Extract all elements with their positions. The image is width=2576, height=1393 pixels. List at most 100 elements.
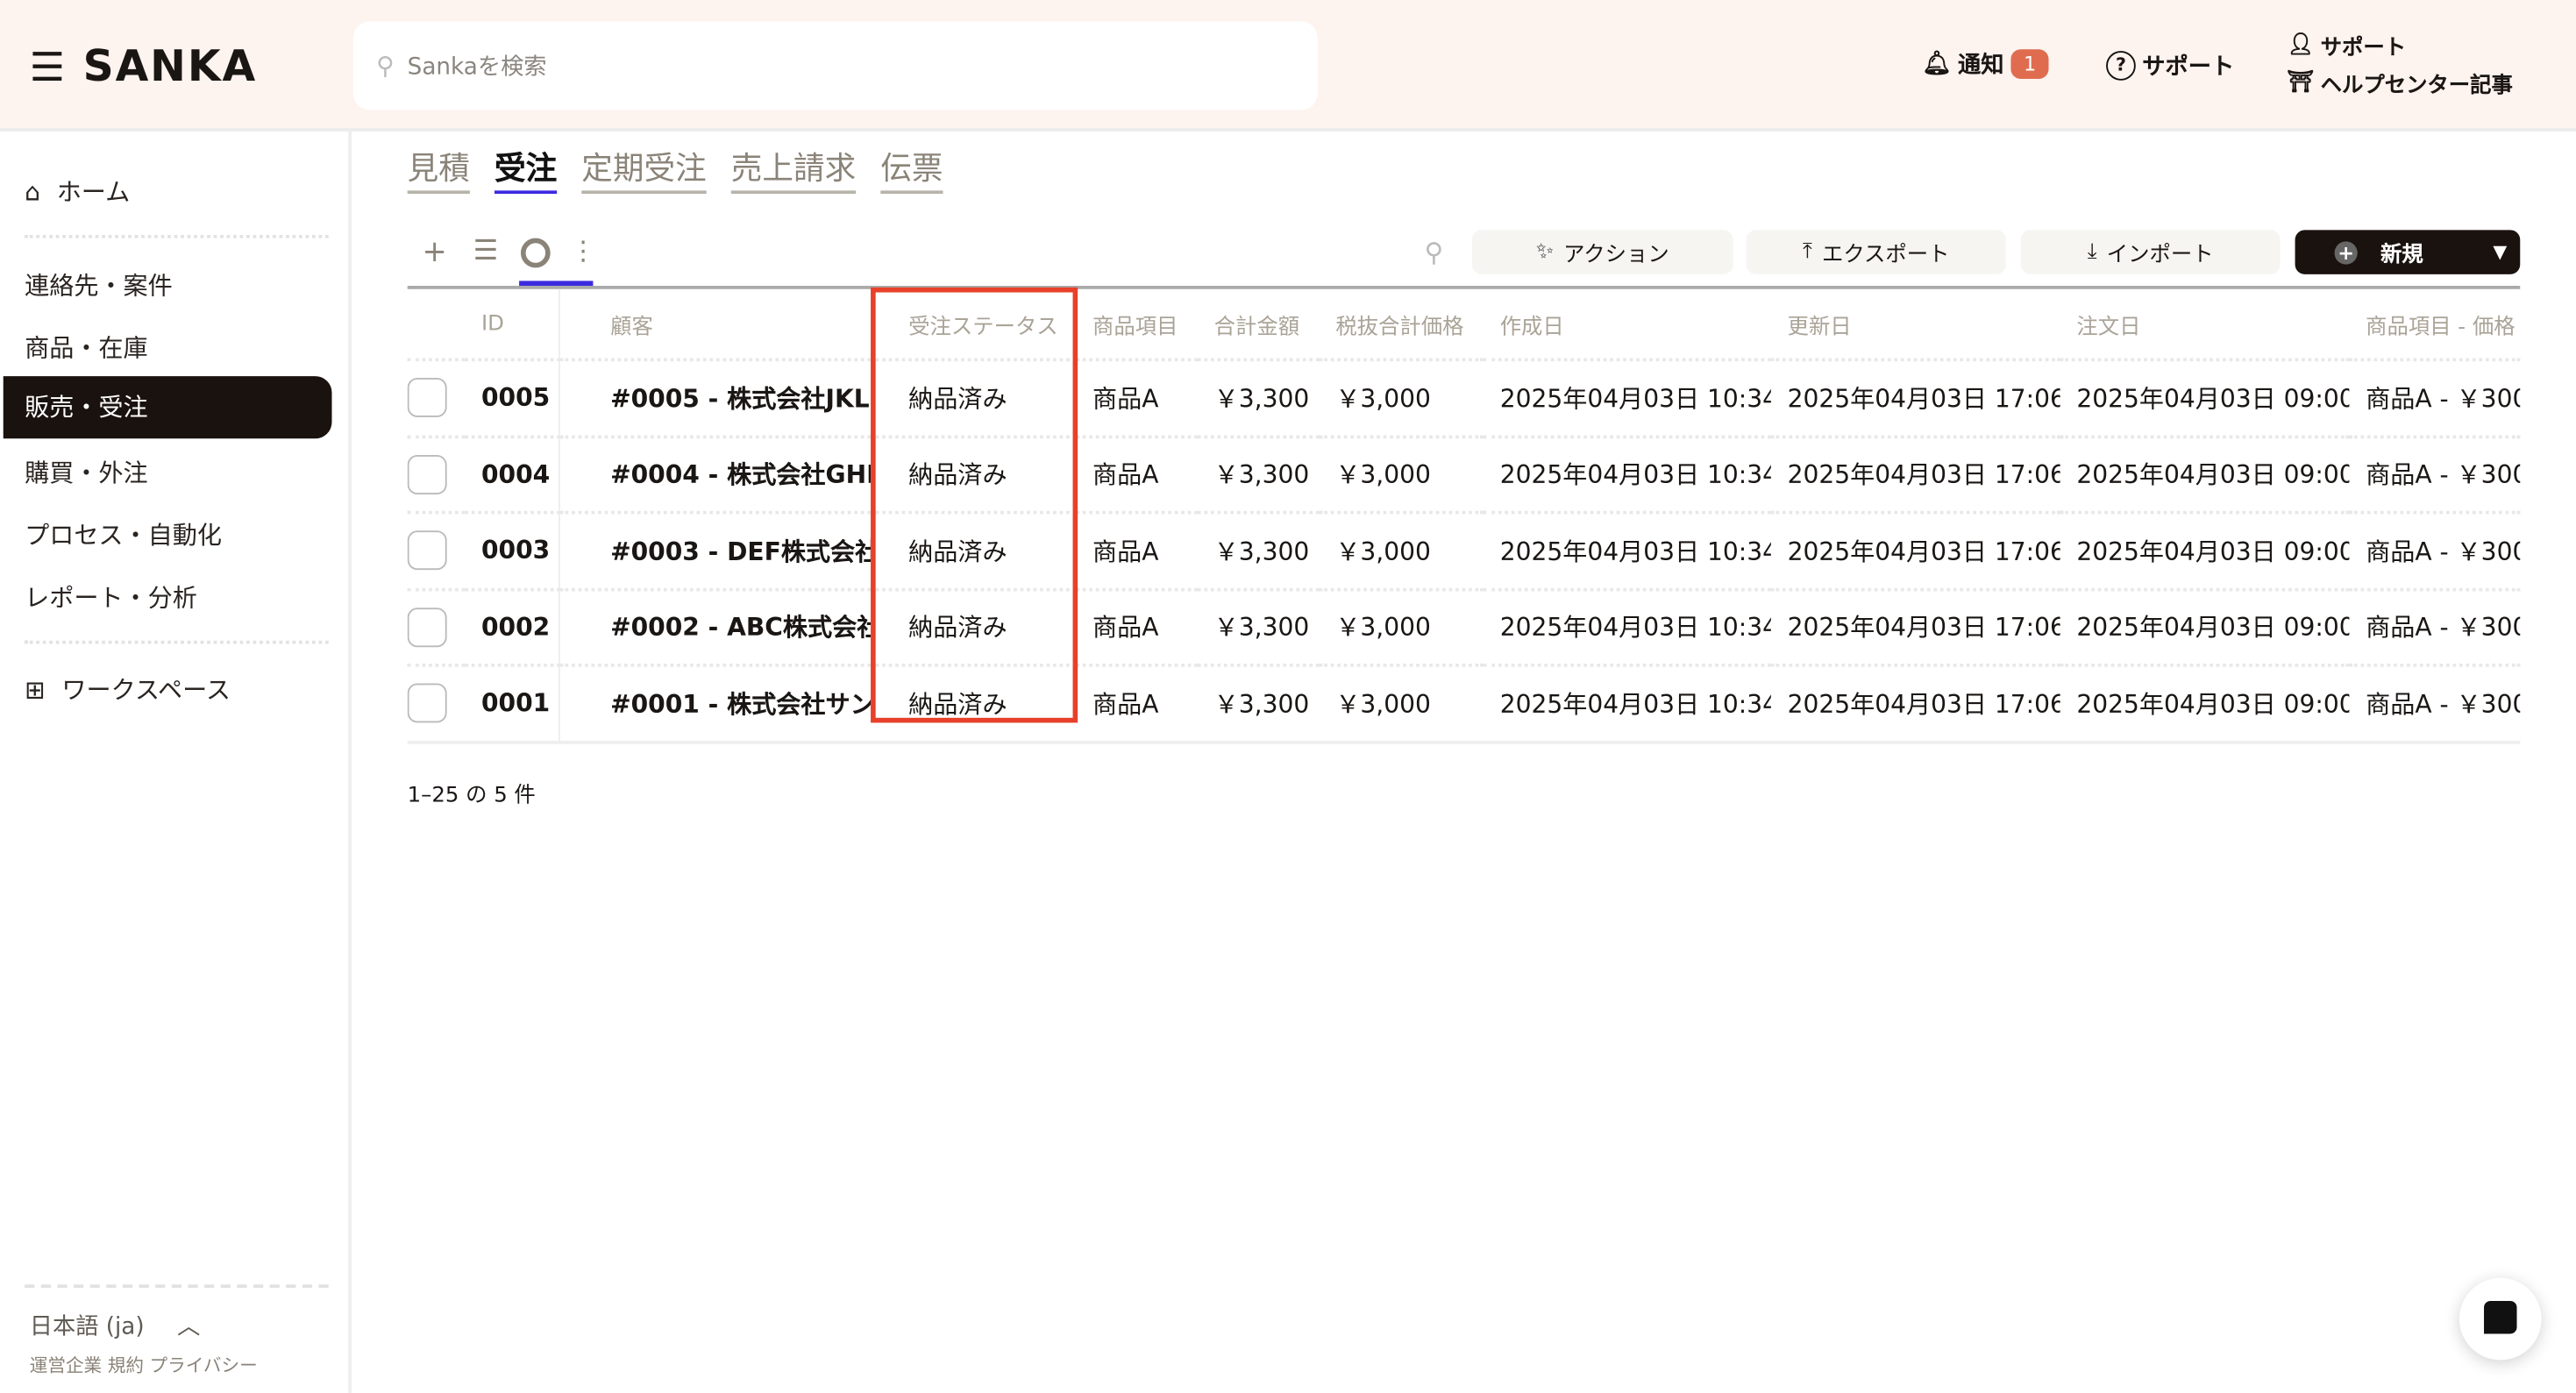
row-checkbox[interactable] [407,530,447,571]
menu-icon[interactable]: ☰ [29,44,67,91]
search-input[interactable]: ⚲ Sankaを検索 [352,21,1318,110]
sidebar-item-contacts[interactable]: 連絡先・案件 [25,271,173,301]
column-header[interactable]: 顧客 [559,288,872,362]
import-button[interactable]: ⤓ インポート [2020,230,2281,274]
column-header[interactable]: 税抜合計価格 [1319,288,1484,362]
table-cell: ￥3,300 [1197,436,1320,515]
table-cell: 納品済み [871,436,1077,515]
grid-icon: ⊞ [25,675,46,705]
table-cell: 2025年04月03日 09:00 [2060,436,2350,515]
checkbox-cell [407,665,466,743]
column-header[interactable]: 商品項目 - 価格 [2349,288,2521,362]
chat-icon [2484,1300,2517,1334]
table-cell[interactable]: #0003 - DEF株式会社 [559,512,872,591]
column-header[interactable]: 商品項目 [1076,288,1198,362]
sidebar-item-home[interactable]: ⌂ ホーム [25,177,131,208]
table-cell: 納品済み [871,512,1077,591]
sidebar-item-sales[interactable]: 販売・受注 [3,376,332,439]
table-cell: 2025年04月03日 09:00 [2060,359,2350,438]
more-icon[interactable]: ⋮ [570,234,597,267]
divider [25,640,329,644]
table-cell: ￥3,000 [1319,665,1484,743]
export-button[interactable]: ⤒ エクスポート [1746,230,2006,274]
table-cell: 2025年04月03日 10:34 [1483,665,1771,743]
table-row[interactable]: 0002 #0002 - ABC株式会社 納品済み 商品A ￥3,300 ￥3,000 20… [407,588,2521,667]
table-cell[interactable]: #0005 - 株式会社JKL [559,359,872,438]
tab-invoices[interactable]: 売上請求 [730,145,857,195]
table-cell: 2025年04月03日 17:06 [1770,665,2060,743]
table-row[interactable]: 0004 #0004 - 株式会社GHI 納品済み 商品A ￥3,300 ￥3,000 20… [407,436,2521,515]
table-cell: 2025年04月03日 10:34 [1483,588,1771,667]
search-icon: ⚲ [376,51,395,81]
checkbox-cell [407,588,466,667]
table-cell: 0001 [465,665,559,743]
orders-table: ID 顧客 受注ステータス 商品項目 合計金額 税抜合計価格 作成日 更新日 注文日 商品項目 -… [407,288,2521,743]
table-cell: 商品A [1076,665,1198,743]
table-cell: 2025年04月03日 09:00 [2060,665,2350,743]
support-button[interactable]: ? サポート [2106,49,2234,82]
sidebar-item-purchasing[interactable]: 購買・外注 [25,458,148,488]
column-header[interactable]: 合計金額 [1197,288,1320,362]
table-cell: 2025年04月03日 10:34 [1483,359,1771,438]
table-cell: 2025年04月03日 09:00 [2060,512,2350,591]
footer-links[interactable]: 運営企業 規約 プライバシー [29,1354,258,1377]
table-cell: 2025年04月03日 10:34 [1483,512,1771,591]
list-view-icon[interactable]: ☰ [473,234,499,268]
table-cell[interactable]: #0004 - 株式会社GHI [559,436,872,515]
table-cell[interactable]: #0001 - 株式会社サンカ [559,665,872,743]
row-checkbox[interactable] [407,683,447,723]
checkbox-cell [407,512,466,591]
table-header-row: ID 顧客 受注ステータス 商品項目 合計金額 税抜合計価格 作成日 更新日 注文日 商品項目 -… [407,288,2521,362]
help-center-link[interactable]: ⛩︎ ヘルプセンター記事 [2287,70,2513,99]
table-cell: 商品A [1076,588,1198,667]
table-cell[interactable]: #0002 - ABC株式会社 [559,588,872,667]
notifications-button[interactable]: 🔔︎ 通知 1 [1922,47,2050,80]
table-row[interactable]: 0003 #0003 - DEF株式会社 納品済み 商品A ￥3,300 ￥3,000 20… [407,512,2521,591]
plus-circle-icon: + [2334,240,2358,264]
circle-view-icon[interactable] [520,238,551,268]
sidebar-item-reports[interactable]: レポート・分析 [25,583,197,613]
column-header[interactable]: 作成日 [1483,288,1771,362]
column-header[interactable]: 受注ステータス [871,288,1077,362]
caret-down-icon[interactable]: ▼ [2493,241,2508,263]
person-icon: 👤︎ [2287,32,2315,58]
table-cell: 2025年04月03日 17:06 [1770,359,2060,438]
table-row[interactable]: 0001 #0001 - 株式会社サンカ 納品済み 商品A ￥3,300 ￥3,000 20… [407,665,2521,743]
table-cell: 商品A [1076,512,1198,591]
table-cell: ￥3,000 [1319,588,1484,667]
add-view-icon[interactable]: + [422,234,447,270]
home-icon: ⌂ [25,177,40,208]
search-icon[interactable]: ⚲ [1424,236,1444,268]
tab-orders[interactable]: 受注 [494,145,558,195]
tab-slips[interactable]: 伝票 [880,145,943,195]
chat-button[interactable] [2459,1277,2542,1361]
top-header: ☰ SANKA ⚲ Sankaを検索 🔔︎ 通知 1 ? サポート 👤︎ サポー… [0,0,2576,131]
row-checkbox[interactable] [407,607,447,647]
sidebar-item-products[interactable]: 商品・在庫 [25,333,148,364]
column-header[interactable]: 注文日 [2060,288,2350,362]
language-selector[interactable]: 日本語 (ja) ︿ [29,1313,201,1340]
table-cell: ￥3,000 [1319,359,1484,438]
sidebar: ⌂ ホーム 連絡先・案件 商品・在庫 販売・受注 購買・外注 プロセス・自動化 レ… [0,131,352,1393]
tab-estimates[interactable]: 見積 [407,145,470,195]
row-checkbox[interactable] [407,378,447,418]
table-row[interactable]: 0005 #0005 - 株式会社JKL 納品済み 商品A ￥3,300 ￥3,000 20… [407,359,2521,438]
column-header[interactable]: 更新日 [1770,288,2060,362]
status-column-highlight [871,287,1078,723]
row-checkbox[interactable] [407,454,447,494]
sidebar-item-workspace[interactable]: ⊞ ワークスペース [25,675,231,705]
table-cell: 0004 [465,436,559,515]
logo[interactable]: ☰ SANKA [29,42,258,92]
support-person-link[interactable]: 👤︎ サポート [2287,32,2407,61]
table-cell: ￥3,300 [1197,359,1320,438]
action-button[interactable]: ✨︎ アクション [1471,230,1733,274]
chevron-up-icon: ︿ [177,1313,201,1340]
sidebar-item-process[interactable]: プロセス・自動化 [25,520,222,551]
new-button[interactable]: + 新規 ▼ [2295,230,2521,274]
tab-subscriptions[interactable]: 定期受注 [581,145,707,195]
column-header[interactable]: ID [465,288,559,362]
